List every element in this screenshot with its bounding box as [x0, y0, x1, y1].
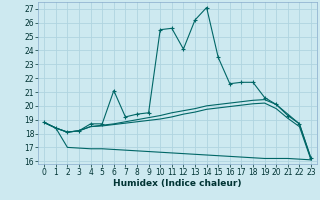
X-axis label: Humidex (Indice chaleur): Humidex (Indice chaleur)	[113, 179, 242, 188]
